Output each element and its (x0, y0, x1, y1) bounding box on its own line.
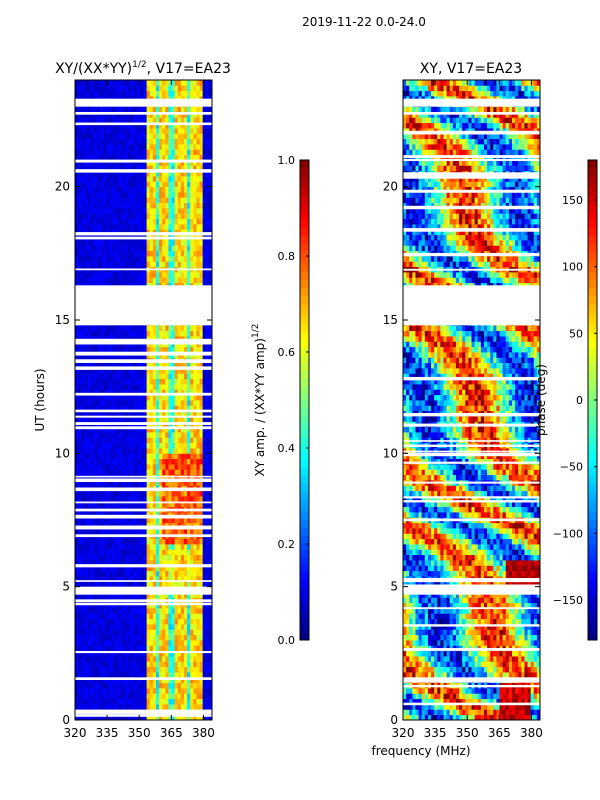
phase-y-tick-label: 0 (390, 713, 398, 727)
amp-y-tick-label: 10 (55, 446, 70, 460)
amp-colorbar: 0.0 0.2 0.4 0.6 0.8 1.0 XY amp. / (XX*YY amp)… (251, 154, 310, 647)
amp-x-tick-label: 350 (128, 726, 151, 740)
phase-colorbar-tick-label: −50 (560, 461, 583, 474)
amp-colorbar-gradient (300, 160, 309, 641)
phase-y-axis: 0 5 10 15 20 (383, 180, 540, 727)
amp-y-tick-label: 0 (62, 713, 70, 727)
phase-colorbar-tick-label: 100 (562, 261, 583, 274)
phase-y-tick-label: 10 (383, 446, 398, 460)
phase-panel: XY, V17=EA23 320 335 350 365 380 0 5 10 15 20 (383, 61, 543, 740)
phase-colorbar-gradient (588, 160, 597, 641)
phase-x-tick-label: 380 (520, 726, 543, 740)
phase-colorbar-tick-label: 50 (569, 327, 583, 340)
amp-y-tick-label: 5 (62, 580, 70, 594)
shared-x-axis-label: frequency (MHz) (371, 744, 470, 758)
amp-colorbar-tick-label: 0.0 (278, 634, 296, 647)
amp-x-tick-label: 380 (192, 726, 215, 740)
amp-colorbar-tick-label: 1.0 (278, 154, 296, 167)
amp-x-axis: 320 335 350 365 380 (64, 80, 215, 740)
amp-colorbar-label: XY amp. / (XX*YY amp)1/2 (251, 324, 267, 477)
phase-colorbar-tick-label: −150 (553, 594, 583, 607)
phase-x-tick-label: 350 (456, 726, 479, 740)
phase-x-axis: 320 335 350 365 380 (392, 80, 543, 740)
amp-x-tick-label: 320 (64, 726, 87, 740)
amp-y-tick-label: 15 (55, 313, 70, 327)
amp-colorbar-frame (299, 159, 310, 641)
phase-colorbar: −150 −100 −50 0 50 100 150 phase (deg) (534, 159, 598, 641)
phase-colorbar-tick-label: 150 (562, 194, 583, 207)
phase-plot-frame (402, 79, 541, 721)
amp-y-axis: 0 5 10 15 20 (55, 180, 212, 727)
amp-heatmap (75, 80, 213, 721)
amp-x-tick-label: 335 (96, 726, 119, 740)
phase-y-tick-label: 20 (383, 180, 398, 194)
phase-panel-title: XY, V17=EA23 (420, 61, 522, 77)
phase-x-tick-label: 365 (488, 726, 511, 740)
phase-x-tick-label: 335 (424, 726, 447, 740)
amp-colorbar-tick-label: 0.4 (278, 442, 296, 455)
amp-x-tick-label: 365 (160, 726, 183, 740)
phase-colorbar-label: phase (deg) (534, 364, 548, 436)
phase-colorbar-tick-label: 0 (576, 394, 583, 407)
amp-colorbar-tick-label: 0.6 (278, 346, 296, 359)
amp-colorbar-tick-label: 0.2 (278, 538, 296, 551)
amp-y-tick-label: 20 (55, 180, 70, 194)
figure-suptitle: 2019-11-22 0.0-24.0 (302, 15, 426, 29)
phase-colorbar-tick-label: −100 (553, 527, 583, 540)
phase-heatmap (403, 80, 541, 721)
phase-y-tick-label: 5 (390, 580, 398, 594)
amp-panel-title: XY/(XX*YY)1/2, V17=EA23 (55, 60, 231, 77)
amp-colorbar-tick-label: 0.8 (278, 250, 296, 263)
amp-colorbar-ticks: 0.0 0.2 0.4 0.6 0.8 1.0 (278, 154, 309, 647)
amp-plot-frame (74, 79, 213, 721)
amp-y-axis-label: UT (hours) (33, 368, 47, 431)
phase-colorbar-ticks: −150 −100 −50 0 50 100 150 (553, 194, 597, 607)
amp-panel: XY/(XX*YY)1/2, V17=EA23 320 335 350 365 380 … (33, 60, 231, 740)
phase-x-tick-label: 320 (392, 726, 415, 740)
phase-y-tick-label: 15 (383, 313, 398, 327)
